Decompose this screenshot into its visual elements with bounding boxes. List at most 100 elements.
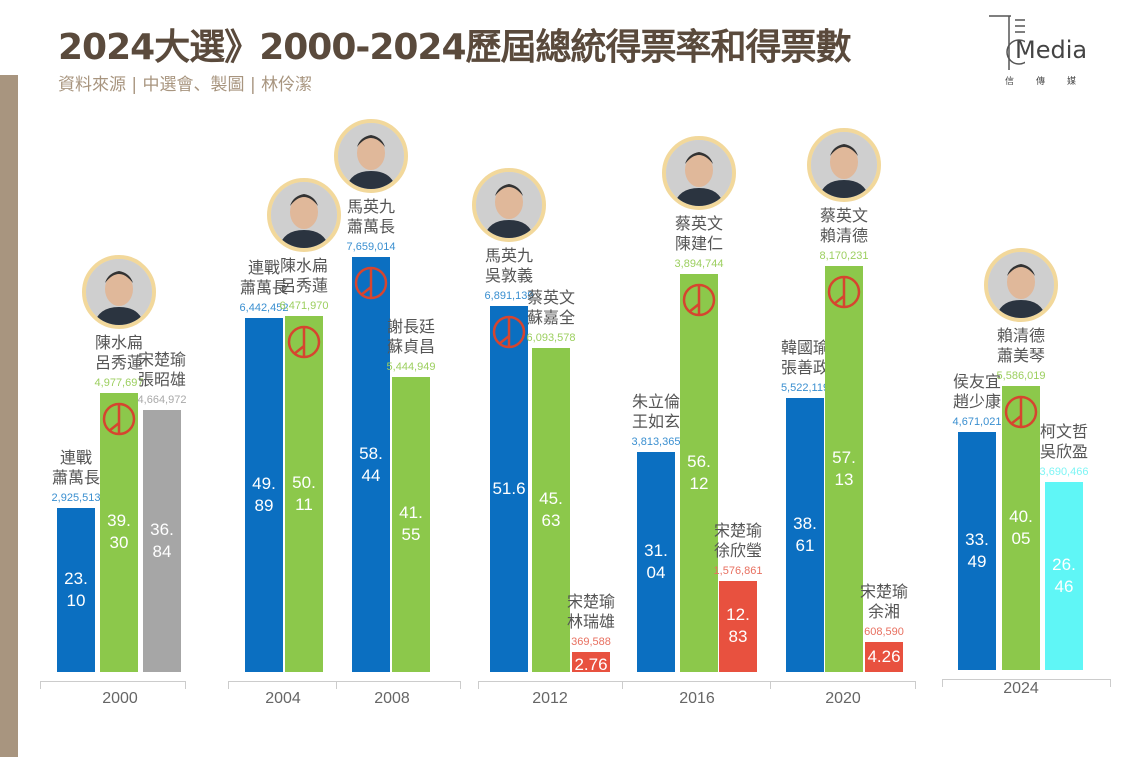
side-accent-bar bbox=[0, 75, 18, 757]
bar-pfp bbox=[572, 652, 610, 672]
candidate-names: 侯友宜 趙少康 bbox=[952, 372, 1001, 412]
source-credit: 資料來源 | 中選會、製圖 | 林伶潔 bbox=[58, 75, 313, 95]
bar-dpp bbox=[680, 273, 718, 672]
vote-count: 4,671,021 bbox=[952, 416, 1002, 429]
vote-count: 2,925,513 bbox=[51, 491, 101, 504]
candidate-names: 謝長廷 蘇貞昌 bbox=[386, 316, 435, 356]
vote-stamp-icon bbox=[827, 276, 861, 309]
pct-label: 4.26 bbox=[867, 646, 901, 666]
bar-dpp bbox=[825, 266, 863, 672]
candidate-names: 馬英九 蕭萬長 bbox=[346, 197, 395, 237]
candidate-names: 柯文哲 吳欣盈 bbox=[1039, 422, 1088, 462]
candidate-names: 賴清德 蕭美琴 bbox=[996, 325, 1045, 365]
x-axis-line bbox=[228, 681, 336, 682]
x-axis-line bbox=[942, 679, 1110, 680]
pct-label: 56. 12 bbox=[687, 451, 711, 493]
vote-count: 7,659,014 bbox=[346, 241, 396, 254]
bar-dpp bbox=[1002, 385, 1040, 670]
vote-count: 6,891,139 bbox=[484, 289, 534, 302]
axis-tick bbox=[915, 681, 916, 689]
axis-tick bbox=[770, 681, 771, 689]
pct-label: 39. 30 bbox=[107, 511, 131, 553]
portrait-icon bbox=[271, 182, 337, 249]
x-tick-label: 2024 bbox=[1003, 680, 1039, 697]
candidate-names: 馬英九 吳敦義 bbox=[484, 245, 533, 285]
axis-tick bbox=[1110, 679, 1111, 687]
candidate-photo bbox=[334, 119, 408, 194]
portrait-icon bbox=[86, 258, 152, 325]
vote-count: 5,586,019 bbox=[996, 369, 1046, 382]
pct-label: 31. 04 bbox=[644, 540, 668, 582]
vote-stamp-icon bbox=[1004, 395, 1038, 428]
vote-stamp-icon bbox=[102, 402, 136, 436]
pct-label: 41. 55 bbox=[399, 503, 423, 545]
portrait-icon bbox=[666, 139, 732, 206]
media-logo: Media 信傳媒 bbox=[985, 12, 1115, 87]
vote-count: 4,977,697 bbox=[94, 376, 144, 389]
vote-stamp-icon bbox=[287, 325, 321, 359]
candidate-names: 蔡英文 賴清德 bbox=[819, 206, 868, 246]
bar-dpp bbox=[285, 316, 323, 672]
logo-mark-icon bbox=[989, 15, 1025, 70]
candidate-names: 蔡英文 陳建仁 bbox=[674, 213, 723, 253]
candidate-photo bbox=[82, 254, 156, 329]
candidate-photo bbox=[807, 128, 881, 203]
vote-count: 5,522,119 bbox=[780, 381, 830, 394]
vote-count: 8,170,231 bbox=[819, 250, 869, 263]
vote-count: 608,590 bbox=[864, 625, 904, 638]
candidate-photo bbox=[662, 135, 736, 210]
axis-tick bbox=[40, 681, 41, 689]
x-tick-label: 2012 bbox=[532, 690, 568, 707]
axis-tick bbox=[622, 681, 623, 689]
pct-label: 2.76 bbox=[574, 655, 608, 675]
vote-count: 5,444,949 bbox=[386, 360, 436, 373]
bar-ind bbox=[143, 410, 181, 672]
vote-count: 6,471,970 bbox=[279, 300, 329, 313]
x-axis-line bbox=[40, 681, 185, 682]
vote-stamp-icon bbox=[354, 266, 388, 300]
axis-tick bbox=[228, 681, 229, 689]
vote-count: 3,894,744 bbox=[674, 257, 724, 270]
candidate-names: 朱立倫 王如玄 bbox=[631, 391, 680, 431]
pct-label: 40. 05 bbox=[1009, 506, 1033, 548]
portrait-icon bbox=[811, 132, 877, 199]
vote-count: 4,664,972 bbox=[137, 394, 187, 407]
candidate-names: 陳水扁 呂秀蓮 bbox=[94, 332, 143, 372]
vote-stamp-icon bbox=[682, 283, 716, 316]
candidate-names: 宋楚瑜 張昭雄 bbox=[137, 350, 186, 390]
candidate-photo bbox=[472, 167, 546, 242]
x-tick-label: 2016 bbox=[679, 690, 715, 707]
bar-dpp bbox=[392, 376, 430, 672]
bar-kmt bbox=[958, 432, 996, 670]
portrait-icon bbox=[988, 251, 1054, 318]
pct-label: 26. 46 bbox=[1052, 555, 1076, 597]
bar-kmt bbox=[245, 317, 283, 672]
pct-label: 33. 49 bbox=[965, 530, 989, 572]
x-tick-label: 2004 bbox=[265, 690, 301, 707]
candidate-photo bbox=[267, 178, 341, 253]
bar-dpp bbox=[532, 348, 570, 672]
x-tick-label: 2008 bbox=[374, 690, 410, 707]
axis-tick bbox=[942, 679, 943, 687]
bar-kmt bbox=[57, 507, 95, 672]
portrait-icon bbox=[338, 123, 404, 190]
candidate-names: 宋楚瑜 余湘 bbox=[859, 581, 908, 621]
bar-kmt bbox=[352, 257, 390, 672]
pct-label: 49. 89 bbox=[252, 473, 276, 515]
pct-label: 45. 63 bbox=[539, 489, 563, 530]
pct-label: 57. 13 bbox=[832, 448, 856, 490]
vote-stamp-icon bbox=[492, 315, 526, 348]
pct-label: 58. 44 bbox=[359, 443, 383, 485]
bar-pfp bbox=[865, 641, 903, 672]
pct-label: 38. 61 bbox=[793, 513, 817, 555]
bar-kmt bbox=[490, 305, 528, 672]
logo-text: Media bbox=[1015, 36, 1088, 64]
x-axis-line bbox=[336, 681, 460, 682]
bar-dpp bbox=[100, 392, 138, 672]
x-tick-label: 2000 bbox=[102, 690, 138, 707]
candidate-names: 宋楚瑜 林瑞雄 bbox=[566, 592, 615, 632]
bar-kmt bbox=[637, 451, 675, 672]
pct-label: 51.6 bbox=[492, 478, 526, 498]
pct-label: 50. 11 bbox=[292, 473, 316, 515]
